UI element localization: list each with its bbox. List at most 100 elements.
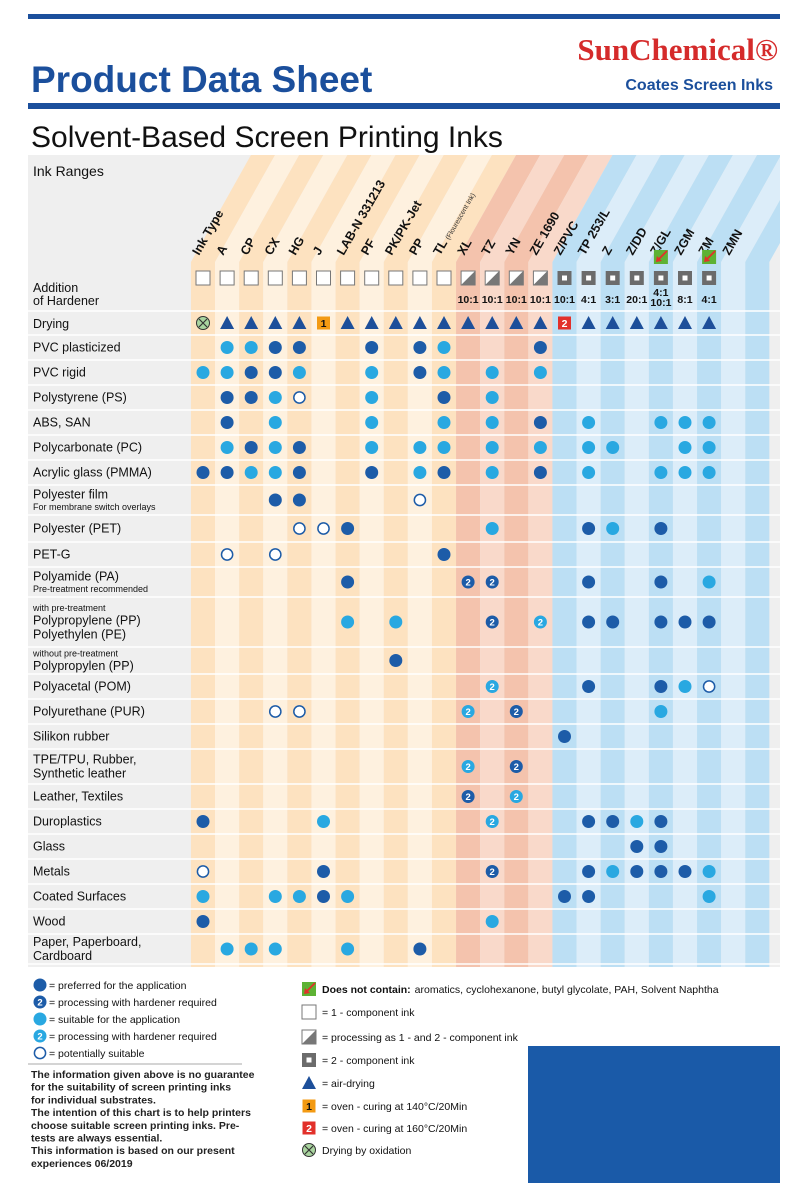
air-drying-triangle	[268, 316, 283, 329]
suitable-dot	[292, 366, 306, 379]
legend-text: = 2 - component ink	[322, 1055, 415, 1067]
air-drying-triangle	[220, 316, 235, 329]
suitable-dot	[220, 366, 234, 379]
preferred-dot	[292, 441, 306, 454]
air-drying-triangle	[437, 316, 451, 329]
two-component-dot	[586, 275, 592, 281]
preferred-hardener-dot	[485, 865, 499, 878]
preferred-dot	[533, 341, 547, 354]
top-rule	[28, 14, 780, 19]
column-stripe	[239, 155, 324, 967]
legend-text: = suitable for the application	[49, 1014, 180, 1026]
suitable-dot	[702, 890, 716, 903]
preferred-dot	[413, 341, 427, 354]
preferred-dot	[220, 391, 234, 404]
preferred-dot	[437, 548, 451, 561]
column-stripe	[431, 155, 517, 967]
preferred-dot	[606, 815, 620, 828]
column-stripe	[624, 155, 709, 967]
suitable-dot	[702, 416, 716, 429]
suitable-dot	[606, 865, 620, 878]
symbol-digit: 2	[37, 1031, 42, 1042]
suitable-dot	[437, 441, 451, 454]
free-of-arrow	[706, 250, 716, 260]
suitable-dot	[341, 615, 355, 629]
preferred-dot	[558, 890, 571, 903]
preferred-dot	[654, 680, 668, 693]
column-label: TZ	[479, 237, 499, 258]
suitable-dot	[678, 416, 692, 429]
disclaimer-line: tests are always essential.	[31, 1133, 162, 1145]
air-drying-triangle	[533, 316, 548, 329]
column-stripe	[359, 155, 444, 967]
row-label: Cardboard	[33, 949, 92, 963]
preferred-dot	[582, 815, 596, 828]
hardener-ratio: 4:1	[653, 287, 668, 299]
suitable-dot	[365, 366, 379, 379]
column-stripe	[576, 155, 661, 967]
title-rule	[28, 103, 780, 109]
preferred-dot	[317, 890, 330, 903]
suitable-dot	[702, 441, 716, 454]
air-drying-triangle	[340, 316, 355, 329]
preferred-dot	[292, 341, 306, 354]
symbol-digit: 2	[490, 682, 495, 693]
suitable-dot	[341, 942, 355, 956]
suitable-dot	[413, 466, 427, 479]
preferred-hardener-dot	[509, 705, 523, 718]
hardener-ratio: 4:1	[702, 294, 717, 306]
potential-ring	[268, 705, 282, 718]
two-component-dot	[682, 275, 688, 281]
suitable-dot	[606, 441, 620, 454]
row-label: Polycarbonate (PC)	[33, 440, 142, 454]
row-label: without pre-treatment	[32, 649, 119, 659]
preferred-dot	[437, 391, 451, 404]
suitable-dot	[654, 466, 668, 479]
preferred-dot	[196, 466, 210, 479]
oxidation-cross	[304, 1145, 314, 1155]
potential-ring	[413, 493, 427, 507]
suitable-dot	[244, 341, 258, 354]
page-title: Product Data Sheet	[31, 59, 372, 100]
symbol-digit: 2	[465, 762, 470, 773]
one-component-box	[267, 270, 283, 286]
suitable-dot	[268, 441, 282, 454]
row-label: with pre-treatment	[32, 603, 106, 613]
two-component-dot	[658, 275, 664, 281]
air-drying-triangle	[461, 316, 476, 329]
row-label: For membrane switch overlays	[33, 502, 156, 512]
air-drying-triangle	[509, 316, 524, 329]
suitable-dot	[485, 522, 499, 535]
disclaimer-line: for the suitability of screen printing i…	[31, 1082, 231, 1094]
preferred-dot	[630, 865, 644, 878]
suitable-dot	[244, 942, 258, 956]
oven-140-icon	[317, 316, 330, 330]
row-label: Paper, Paperboard,	[33, 935, 141, 949]
symbol-digit: 2	[562, 318, 568, 330]
hardener-ratio: 10:1	[458, 294, 479, 306]
hardener-ratio: 10:1	[650, 297, 671, 309]
suitable-dot	[365, 416, 379, 429]
suitable-hardener-dot	[485, 680, 499, 693]
preferred-hardener-dot	[461, 790, 475, 803]
preferred-dot	[582, 890, 596, 903]
preferred-dot	[654, 575, 668, 589]
hardener-ratio: 3:1	[605, 294, 620, 306]
both-component-fill	[509, 271, 524, 285]
suitable-dot	[317, 815, 330, 828]
suitable-hardener-dot	[461, 760, 475, 773]
row-label: Metals	[33, 864, 70, 878]
preferred-dot	[244, 441, 258, 454]
symbol-digit: 2	[37, 997, 42, 1008]
drying-label: Drying	[33, 317, 69, 331]
suitable-dot	[268, 416, 282, 429]
column-stripe	[383, 155, 468, 967]
preferred-dot	[558, 730, 571, 743]
suitable-dot	[389, 615, 403, 629]
ink-ranges-label: Ink Ranges	[33, 163, 104, 179]
symbol-digit: 2	[465, 792, 470, 803]
air-drying-triangle	[292, 316, 307, 329]
preferred-dot	[196, 915, 210, 928]
two-component-dot	[306, 1057, 312, 1063]
